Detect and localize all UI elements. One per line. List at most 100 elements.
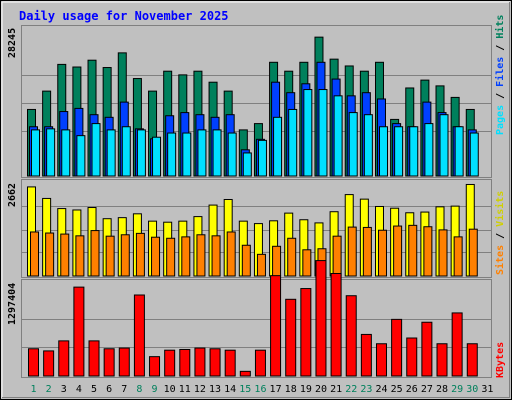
bar-kbytes-day-8 bbox=[133, 294, 145, 377]
x-label-day-6: 6 bbox=[106, 384, 112, 395]
bar-pages-day-28 bbox=[439, 114, 449, 177]
bar-kbytes-day-5 bbox=[88, 340, 100, 377]
bar-pages-day-5 bbox=[91, 123, 101, 177]
bar-pages-day-4 bbox=[76, 135, 86, 177]
x-label-day-2: 2 bbox=[46, 384, 52, 395]
bar-pages-day-10 bbox=[167, 132, 177, 177]
legend-sep-1: / bbox=[495, 87, 506, 105]
x-label-day-29: 29 bbox=[451, 384, 463, 395]
x-label-day-28: 28 bbox=[436, 384, 448, 395]
bar-kbytes-day-30 bbox=[466, 343, 478, 377]
bar-pages-day-18 bbox=[288, 108, 298, 177]
bar-kbytes-day-4 bbox=[73, 286, 85, 377]
bar-pages-day-7 bbox=[121, 126, 131, 177]
legend-sites: Sites bbox=[494, 245, 506, 275]
x-label-day-8: 8 bbox=[136, 384, 142, 395]
bar-pages-day-23 bbox=[363, 114, 373, 177]
x-label-day-23: 23 bbox=[360, 384, 372, 395]
bar-kbytes-day-13 bbox=[209, 348, 221, 377]
x-label-day-31: 31 bbox=[481, 384, 493, 395]
bar-sites-day-11 bbox=[181, 236, 191, 277]
x-label-day-11: 11 bbox=[179, 384, 191, 395]
bar-kbytes-day-17 bbox=[270, 275, 282, 377]
bar-kbytes-day-22 bbox=[345, 295, 357, 377]
x-label-day-24: 24 bbox=[375, 384, 387, 395]
bar-sites-day-15 bbox=[241, 244, 251, 277]
bar-sites-day-30 bbox=[468, 228, 478, 277]
x-label-day-18: 18 bbox=[285, 384, 297, 395]
bar-sites-day-26 bbox=[408, 224, 418, 277]
bar-kbytes-day-9 bbox=[149, 356, 161, 377]
bars bbox=[27, 36, 479, 377]
bar-sites-day-9 bbox=[151, 236, 161, 277]
bar-kbytes-day-26 bbox=[406, 337, 418, 377]
legend-visits: Visits bbox=[494, 191, 506, 227]
bar-kbytes-day-18 bbox=[285, 298, 297, 377]
bar-pages-day-13 bbox=[212, 129, 222, 177]
bar-kbytes-day-21 bbox=[330, 272, 342, 377]
bar-kbytes-day-29 bbox=[451, 312, 463, 377]
bar-pages-day-11 bbox=[182, 132, 192, 177]
bar-pages-day-2 bbox=[46, 128, 56, 177]
bar-pages-day-27 bbox=[424, 123, 434, 177]
x-label-day-20: 20 bbox=[315, 384, 327, 395]
x-label-day-15: 15 bbox=[239, 384, 251, 395]
bar-kbytes-day-20 bbox=[315, 260, 327, 377]
bar-kbytes-day-27 bbox=[421, 321, 433, 377]
bar-kbytes-day-14 bbox=[224, 349, 236, 377]
x-label-day-5: 5 bbox=[91, 384, 97, 395]
bar-kbytes-day-12 bbox=[194, 347, 206, 377]
bar-kbytes-day-7 bbox=[118, 347, 130, 377]
bar-sites-day-3 bbox=[60, 233, 70, 277]
bar-sites-day-17 bbox=[272, 245, 282, 277]
bar-pages-day-8 bbox=[136, 129, 146, 177]
bar-kbytes-day-28 bbox=[436, 343, 448, 377]
bar-pages-day-16 bbox=[257, 139, 267, 177]
bar-sites-day-14 bbox=[226, 231, 236, 277]
bar-pages-day-15 bbox=[242, 152, 252, 177]
y-max-label-kbytes: 1297404 bbox=[7, 283, 18, 325]
bar-pages-day-22 bbox=[348, 112, 358, 177]
bar-pages-day-6 bbox=[106, 129, 116, 177]
bar-kbytes-day-11 bbox=[179, 348, 191, 377]
y-max-label-visits: 2662 bbox=[7, 183, 18, 207]
legend-files: Files bbox=[494, 57, 506, 87]
bar-kbytes-day-10 bbox=[164, 349, 176, 377]
bar-pages-day-3 bbox=[61, 129, 71, 177]
bar-pages-day-9 bbox=[152, 136, 162, 177]
bar-sites-day-6 bbox=[105, 235, 115, 277]
x-label-day-9: 9 bbox=[152, 384, 158, 395]
bar-sites-day-29 bbox=[453, 236, 463, 277]
x-label-day-14: 14 bbox=[224, 384, 236, 395]
bar-sites-day-22 bbox=[347, 226, 357, 277]
bar-sites-day-18 bbox=[287, 237, 297, 277]
bar-pages-day-19 bbox=[303, 89, 313, 177]
bar-sites-day-2 bbox=[45, 232, 55, 277]
chart-title: Daily usage for November 2025 bbox=[19, 9, 229, 23]
bar-pages-day-26 bbox=[409, 126, 419, 177]
bar-pages-day-21 bbox=[333, 95, 343, 177]
legend-kbytes-wrap: KBytes bbox=[495, 342, 506, 378]
bar-sites-day-21 bbox=[332, 235, 342, 277]
bar-sites-day-25 bbox=[393, 225, 403, 277]
x-label-day-1: 1 bbox=[30, 384, 36, 395]
y-max-label-hits: 28245 bbox=[7, 28, 18, 58]
bar-sites-day-28 bbox=[438, 229, 448, 277]
bar-sites-day-7 bbox=[120, 234, 130, 277]
legend-hits-files-pages: Pages / Files / Hits bbox=[494, 15, 506, 135]
bar-pages-day-24 bbox=[378, 126, 388, 177]
x-label-day-30: 30 bbox=[466, 384, 478, 395]
x-label-day-22: 22 bbox=[345, 384, 357, 395]
legend-pages: Pages bbox=[495, 105, 506, 135]
bar-sites-day-24 bbox=[377, 229, 387, 277]
bar-kbytes-day-19 bbox=[300, 288, 312, 377]
legend-visits-sites: Sites / Visits bbox=[494, 191, 506, 275]
x-label-day-16: 16 bbox=[254, 384, 266, 395]
bar-kbytes-day-15 bbox=[239, 370, 251, 377]
bar-kbytes-day-2 bbox=[43, 350, 55, 377]
bar-pages-day-30 bbox=[469, 132, 479, 177]
bar-kbytes-day-6 bbox=[103, 348, 115, 377]
bar-sites-day-19 bbox=[302, 249, 312, 277]
bar-sites-day-27 bbox=[423, 226, 433, 277]
